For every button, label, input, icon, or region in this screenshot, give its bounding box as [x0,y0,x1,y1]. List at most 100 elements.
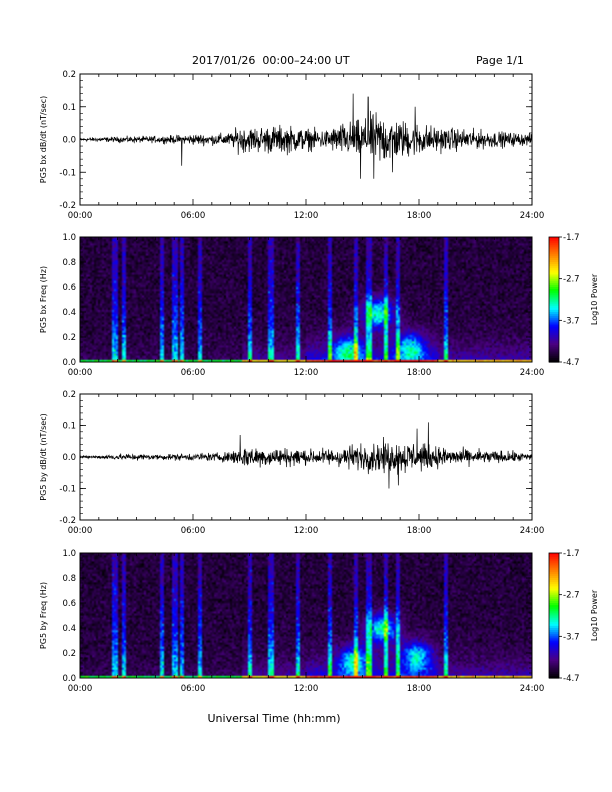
colorbar-swatch [549,264,559,267]
colorbar-swatch [549,646,559,650]
colorbar-swatch [549,239,559,242]
colorbar-swatch [549,332,559,336]
y-tick-label: -0.1 [59,485,76,495]
colorbar-tick-label: -3.7 [563,632,580,642]
colorbar-swatch [549,603,559,606]
colorbar-label: Log10 Power [590,589,599,641]
colorbar-swatch [549,251,559,255]
colorbar-swatch [549,289,559,292]
colorbar-swatch [549,249,559,253]
colorbar-swatch [549,588,559,592]
colorbar-swatch [549,594,559,598]
colorbar-swatch [549,326,559,330]
colorbar-swatch [549,353,559,357]
x-axis-1: 00:00 06:00 12:00 18:00 24:00 [68,74,544,221]
colorbar-swatch [549,586,559,590]
colorbar-swatch [549,632,559,635]
colorbar-swatch [549,598,559,602]
x-tick-label: 12:00 [294,526,319,536]
x-tick-label: 18:00 [407,684,432,694]
colorbar-tick-label: -2.7 [563,275,580,285]
colorbar-swatch [549,322,559,326]
y-tick-label: 0.0 [62,136,76,146]
page-title: 2017/01/26 00:00–24:00 UT [192,54,350,67]
x-axis-2: 00:00 06:00 12:00 18:00 24:00 [68,237,544,378]
colorbar-swatch [549,673,559,677]
colorbar-swatch [549,349,559,353]
colorbar-swatch [549,655,559,658]
colorbar-swatch [549,653,559,656]
colorbar-swatch [549,357,559,361]
y-tick-label: 1.0 [62,233,76,243]
x-tick-label: 18:00 [407,211,432,221]
colorbar-swatch [549,253,559,257]
y-tick-label: 0.6 [62,283,76,293]
colorbar-swatch [549,555,559,558]
colorbar-swatch [549,272,559,276]
x-tick-label: 12:00 [294,211,319,221]
colorbar-swatch [549,590,559,594]
colorbar-swatch [549,642,559,646]
colorbar-swatch [549,245,559,249]
colorbar-swatch [549,303,559,307]
colorbar-swatch [549,274,559,278]
spectrogram-heatmap [80,553,532,678]
colorbar-swatch [549,600,559,604]
colorbar-swatch [549,557,559,560]
y-tick-label: 0.2 [62,649,76,659]
colorbar-swatch [549,295,559,299]
spectrogram-heatmap [80,237,532,362]
colorbar-swatch [549,582,559,585]
page-number: Page 1/1 [476,54,524,67]
panel-4 [79,552,533,679]
colorbar-swatch [549,671,559,675]
colorbar-swatch [549,669,559,673]
colorbar-swatch [549,663,559,667]
colorbar-swatch [549,636,559,640]
colorbar-swatch [549,559,559,562]
colorbar-swatch [549,567,559,571]
colorbar-swatch [549,307,559,311]
colorbar-swatch [549,324,559,328]
colorbar-swatch [549,339,559,342]
colorbar-swatch [549,575,559,579]
colorbar-swatch [549,237,559,240]
colorbar-swatch [549,343,559,346]
colorbar-swatch [549,243,559,246]
colorbar-swatch [549,255,559,259]
colorbar-swatch [549,580,559,583]
x-tick-label: 12:00 [294,368,319,378]
colorbar-swatch [549,247,559,251]
panel-1 [79,73,533,206]
colorbar-tick-label: -1.7 [563,233,580,243]
colorbar-swatch [549,355,559,359]
colorbar-swatch [549,623,559,627]
colorbar-swatch [549,347,559,351]
colorbar-swatch [549,341,559,344]
colorbar-swatch [549,276,559,280]
colorbar-swatch [549,241,559,244]
colorbar-swatch [549,299,559,303]
colorbar-swatch [549,309,559,313]
colorbar-swatch [549,644,559,648]
colorbar-swatch [549,563,559,567]
y-axis-label: PG5 by dB/dt (nT/sec) [39,413,48,500]
y-axis-2: 1.0 0.8 0.6 0.4 0.2 0.0 PG5 bx Freq (Hz) [39,233,532,368]
colorbar-swatch [549,328,559,332]
y-axis-1: 0.2 0.1 0.0 -0.1 -0.2 PG5 bx dB/dt (nT/sec) [39,70,532,211]
colorbar-swatch [549,650,559,654]
y-tick-label: -0.1 [59,168,76,178]
colorbar-swatch [549,553,559,556]
colorbar: -1.7 -2.7 -3.7 -4.7 Log10 Power [548,549,599,684]
colorbar-swatch [549,280,559,284]
colorbar-swatch [549,345,559,349]
colorbar-swatch [549,628,559,631]
y-tick-label: 0.0 [62,453,76,463]
y-tick-label: 0.1 [62,422,76,432]
x-tick-label: 06:00 [181,211,206,221]
y-axis-label: PG5 bx Freq (Hz) [39,266,48,333]
colorbar-swatch [549,334,559,338]
colorbar-frame [548,552,560,679]
colorbar-swatch [549,584,559,587]
colorbar-swatch [549,293,559,296]
